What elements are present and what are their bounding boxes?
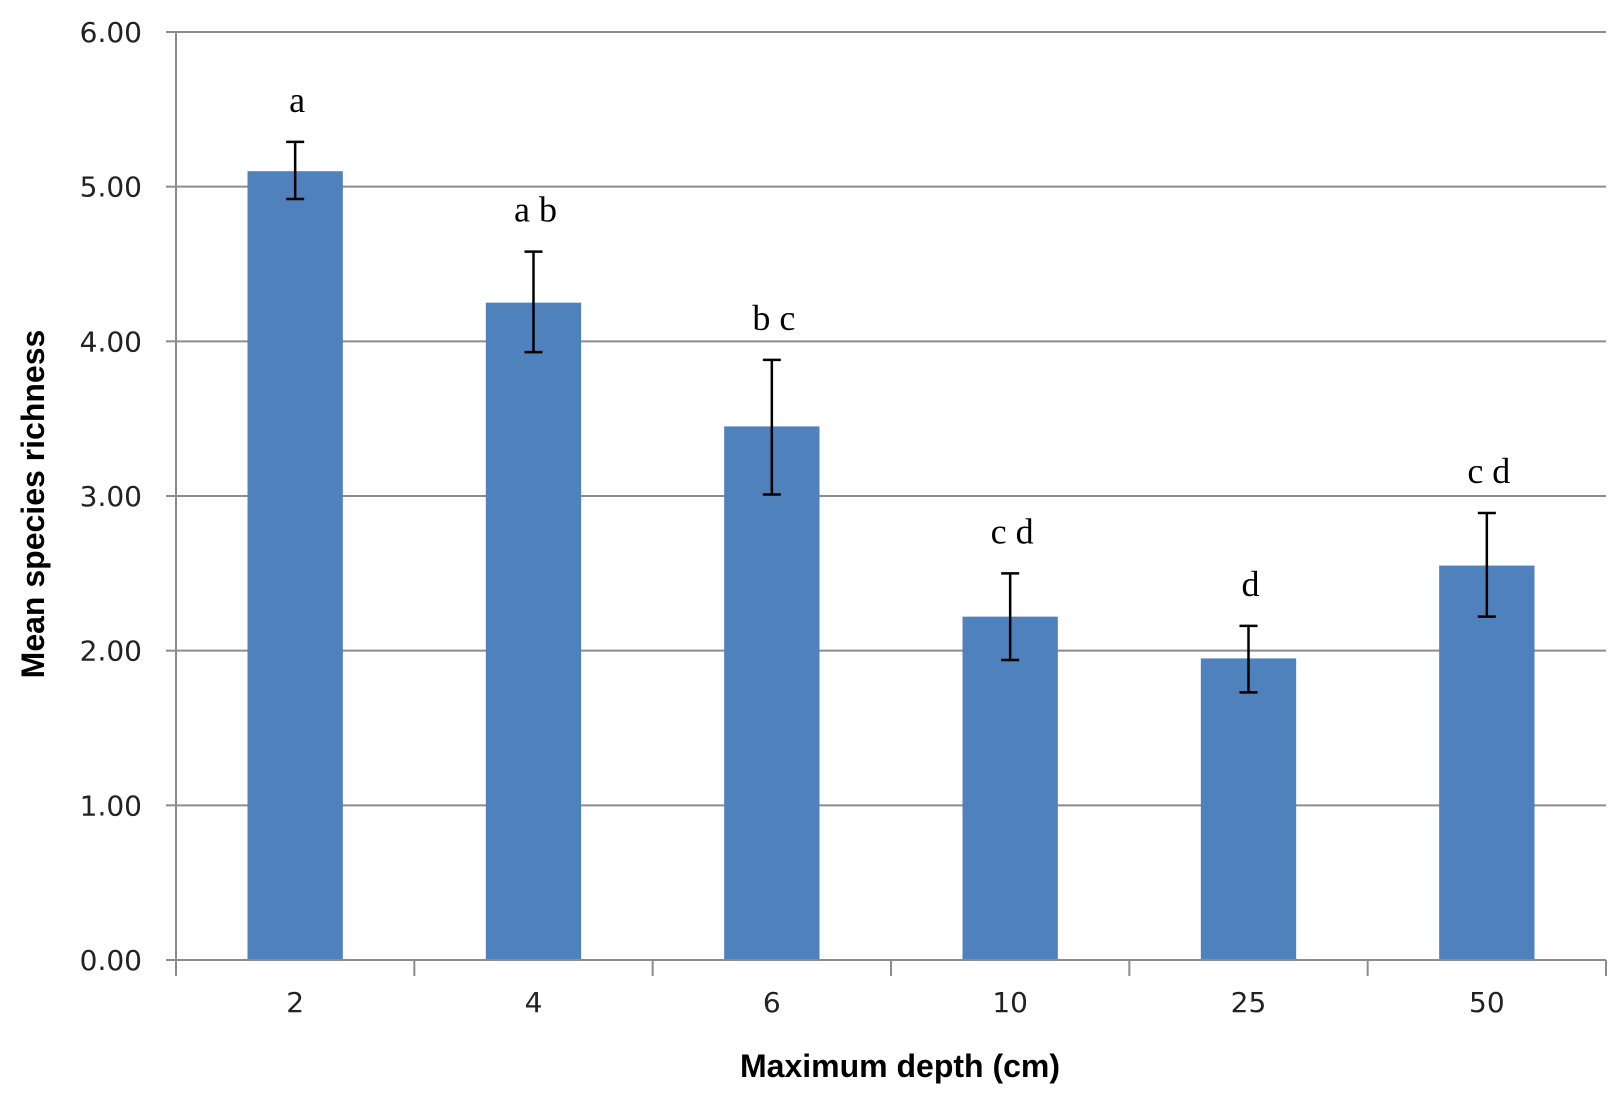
bar-25 bbox=[1200, 658, 1297, 960]
significance-label-50: c d bbox=[1467, 451, 1510, 491]
x-tick-label-4: 4 bbox=[525, 986, 543, 1019]
x-tick-label-25: 25 bbox=[1231, 986, 1267, 1019]
x-tick-label-10: 10 bbox=[992, 986, 1028, 1019]
significance-label-4: a b bbox=[514, 190, 557, 230]
y-tick-label-3: 3.00 bbox=[80, 480, 142, 513]
x-tick-label-6: 6 bbox=[763, 986, 781, 1019]
y-tick-label-0: 0.00 bbox=[80, 944, 142, 977]
x-tick-label-50: 50 bbox=[1469, 986, 1505, 1019]
axes bbox=[166, 31, 1607, 976]
significance-label-2: a bbox=[289, 80, 305, 120]
y-tick-label-2: 2.00 bbox=[80, 635, 142, 668]
gridlines bbox=[176, 31, 1606, 807]
bar-2 bbox=[247, 171, 343, 960]
bar-4 bbox=[485, 302, 582, 961]
y-tick-label-6: 6.00 bbox=[80, 16, 142, 49]
bars bbox=[247, 171, 1535, 961]
significance-label-6: b c bbox=[752, 298, 795, 338]
bar-10 bbox=[962, 616, 1058, 960]
significance-label-10: c d bbox=[991, 511, 1034, 551]
y-tick-label-5: 5.00 bbox=[80, 171, 142, 204]
y-axis-title: Mean species richness bbox=[15, 330, 51, 679]
y-tick-label-4: 4.00 bbox=[80, 325, 142, 358]
significance-label-25: d bbox=[1242, 564, 1260, 604]
x-tick-label-2: 2 bbox=[286, 986, 304, 1019]
bar-6 bbox=[724, 426, 820, 960]
labels: 0.00 1.00 2.00 3.00 4.00 5.00 6.00 a 2 a b 4 b c 6 c … bbox=[80, 16, 1511, 1019]
y-tick-label-1: 1.00 bbox=[80, 789, 142, 822]
x-axis-title: Maximum depth (cm) bbox=[740, 1048, 1060, 1084]
error-bars bbox=[286, 140, 1496, 694]
bar-50 bbox=[1439, 565, 1535, 960]
